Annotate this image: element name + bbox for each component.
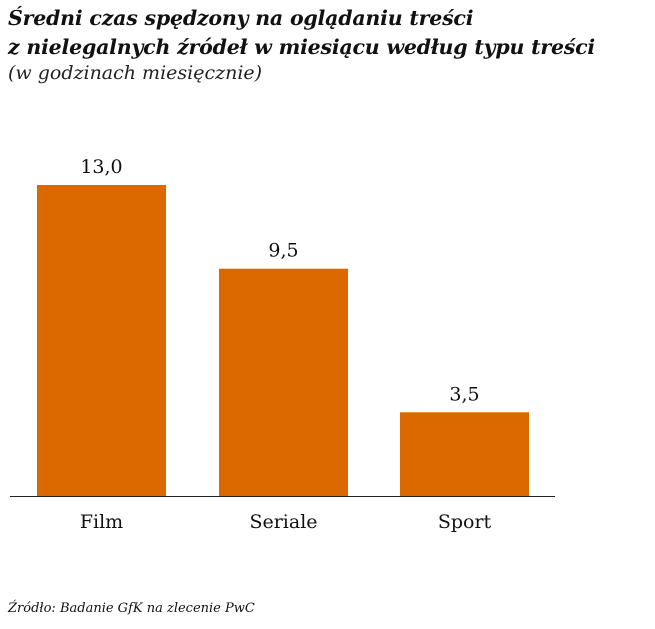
x-tick-label: Film: [80, 511, 123, 533]
data-label: 3,5: [449, 383, 479, 405]
bar-film: [37, 185, 166, 496]
bar-sport: [400, 412, 529, 496]
chart-title: Średni czas spędzony na oglądaniu treści…: [8, 4, 595, 62]
bar-seriale: [219, 268, 348, 496]
chart-subtitle: (w godzinach miesięcznie): [8, 62, 263, 84]
x-tick-label: Sport: [438, 511, 492, 533]
source-note: Źródło: Badanie GfK na zlecenie PwC: [8, 601, 255, 616]
data-label: 13,0: [80, 156, 122, 178]
x-tick-label: Seriale: [249, 511, 317, 533]
title-line-1: Średni czas spędzony na oglądaniu treści: [8, 6, 474, 30]
data-label: 9,5: [268, 240, 298, 262]
title-line-2: z nielegalnych źródeł w miesiącu według …: [8, 35, 596, 59]
